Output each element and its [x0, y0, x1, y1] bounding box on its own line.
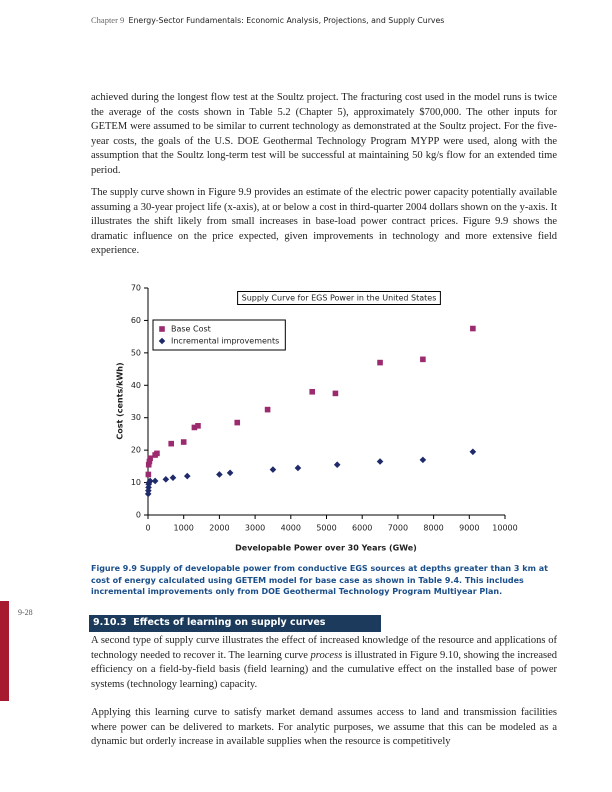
data-point	[470, 325, 476, 332]
paragraph: achieved during the longest flow test at…	[91, 92, 557, 176]
data-point	[191, 424, 198, 431]
chart: Developable Power over 30 Years (GWe) Co…	[116, 284, 518, 553]
legend-label: Incremental improvements	[171, 337, 279, 346]
x-tick-label: 8000	[423, 524, 443, 533]
emphasis: process	[310, 649, 343, 661]
x-tick-label: 9000	[459, 524, 479, 533]
side-bar	[0, 601, 9, 701]
chart-title-box	[237, 291, 441, 305]
data-point	[145, 461, 152, 468]
figure-caption: Figure 9.9 Supply of developable power f…	[91, 564, 548, 596]
data-point	[309, 388, 316, 395]
x-tick-label: 4000	[281, 524, 301, 533]
x-tick-label: 2000	[209, 524, 229, 533]
data-point	[377, 359, 383, 366]
page-number: 9-28	[18, 608, 33, 617]
y-tick-label: 50	[131, 348, 141, 357]
data-point	[151, 477, 159, 485]
data-point	[145, 484, 152, 491]
chapter-label: Chapter 9	[91, 15, 125, 25]
text: A second type of supply curve illustrate…	[91, 635, 557, 661]
data-point	[332, 390, 339, 397]
data-point	[420, 356, 426, 363]
data-point	[419, 456, 427, 464]
x-tick-label: 1000	[174, 524, 194, 533]
x-axis-label: Developable Power over 30 Years (GWe)	[235, 544, 417, 553]
data-point	[146, 477, 154, 485]
data-point	[146, 458, 153, 465]
y-tick-label: 10	[131, 478, 141, 487]
y-tick-label: 20	[131, 446, 141, 455]
data-point	[145, 471, 152, 478]
data-point	[376, 458, 384, 465]
data-point	[195, 423, 201, 429]
data-point	[183, 472, 191, 480]
paragraph: A second type of supply curve illustrate…	[91, 634, 557, 692]
data-point	[216, 471, 223, 478]
data-point	[294, 464, 302, 472]
chart-title: Supply Curve for EGS Power in the United…	[242, 294, 437, 303]
legend-box	[152, 319, 286, 351]
x-tick-label: 7000	[388, 524, 408, 533]
legend-marker	[159, 326, 165, 332]
x-tick-label: 6000	[352, 524, 372, 533]
data-point	[469, 448, 477, 456]
x-tick-label: 0	[145, 524, 150, 533]
paragraph: The supply curve shown in Figure 9.9 pro…	[91, 187, 557, 257]
y-tick-label: 70	[131, 284, 141, 293]
x-tick-label: 10000	[492, 524, 517, 533]
y-tick-label: 30	[131, 413, 141, 422]
y-axis-label: Cost (cents/kWh)	[116, 362, 125, 439]
data-point	[169, 474, 177, 482]
chapter-title: Energy-Sector Fundamentals: Economic Ana…	[128, 16, 445, 25]
data-point	[144, 490, 152, 498]
legend-marker	[158, 337, 166, 345]
data-point	[226, 469, 234, 477]
data-point	[234, 419, 241, 426]
data-point	[180, 439, 187, 445]
section-heading: 9.10.3 Effects of learning on supply cur…	[93, 617, 326, 628]
text: is illustrated in Figure 9.10, showing t…	[91, 649, 557, 690]
data-point	[145, 487, 152, 494]
data-point	[264, 406, 271, 413]
legend: Base Cost Incremental improvements	[152, 319, 286, 351]
y-tick-label: 60	[131, 316, 141, 325]
data-point	[162, 476, 170, 483]
running-header: Chapter 9 Energy-Sector Fundamentals: Ec…	[91, 15, 444, 25]
paragraph: Applying this learning curve to satisfy …	[91, 707, 557, 748]
data-point	[147, 455, 153, 462]
legend-label: Base Cost	[171, 325, 211, 334]
data-point	[168, 440, 175, 447]
data-point	[154, 450, 160, 457]
data-point	[333, 461, 341, 469]
x-tick-label: 3000	[245, 524, 265, 533]
x-tick-label: 5000	[316, 524, 336, 533]
y-tick-label: 0	[136, 511, 141, 520]
y-tick-label: 40	[131, 381, 141, 390]
section-heading-box	[89, 615, 381, 632]
data-point	[269, 466, 277, 473]
